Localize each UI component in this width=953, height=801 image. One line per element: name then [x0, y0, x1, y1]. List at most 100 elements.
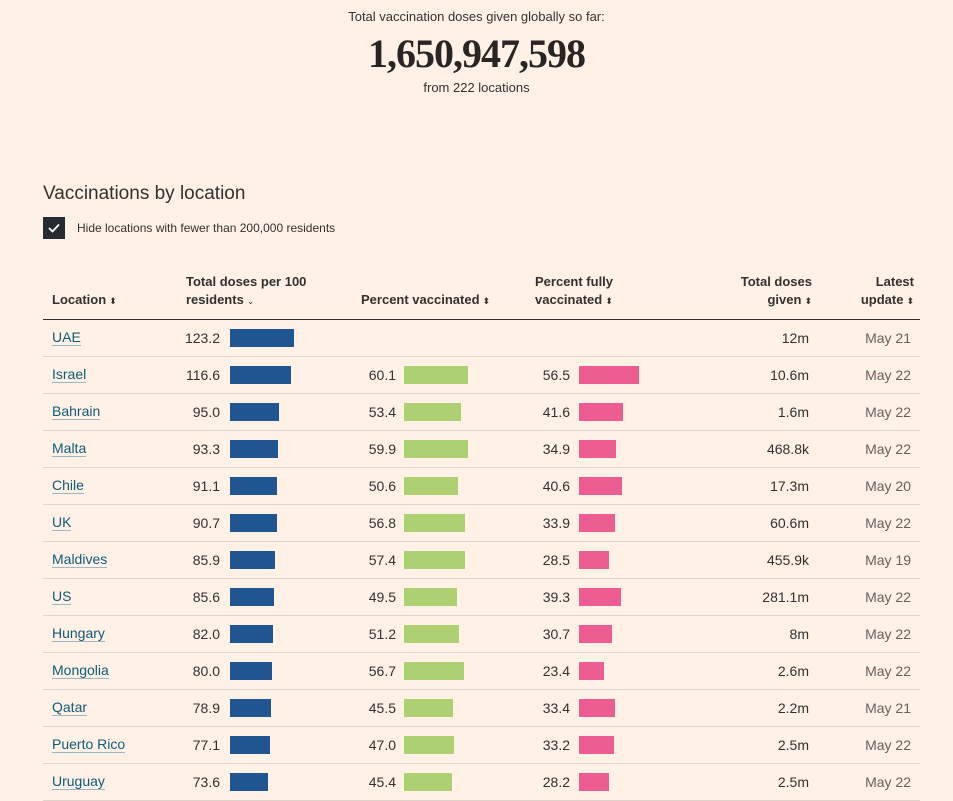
percent-fully-vaccinated-bar — [579, 514, 616, 532]
percent-vaccinated-value: 60.1 — [368, 367, 396, 383]
location-link[interactable]: US — [52, 588, 72, 605]
table-header: Location ⬍ Total doses per 100 residents ⌄… — [43, 268, 920, 320]
latest-update-value: May 22 — [865, 404, 911, 420]
percent-vaccinated-bar — [404, 736, 455, 754]
total-doses-value: 10.6m — [770, 367, 809, 383]
hide-small-locations-checkbox[interactable] — [43, 217, 65, 239]
column-header-label: vaccinated — [535, 292, 603, 307]
percent-vaccinated-value: 56.8 — [368, 515, 396, 531]
total-doses-value: 8m — [789, 626, 809, 642]
location-link[interactable]: Hungary — [52, 625, 105, 642]
latest-update-value: May 22 — [865, 663, 911, 679]
percent-fully-vaccinated-bar — [579, 699, 615, 717]
total-doses-value: 17.3m — [770, 478, 809, 494]
column-header-label: Total doses — [740, 274, 812, 289]
doses-bar — [230, 551, 275, 569]
doses-per-100-value: 91.1 — [192, 478, 220, 494]
doses-per-100-value: 93.3 — [192, 441, 220, 457]
column-header-percent-fully-vaccinated[interactable]: Percent fully vaccinated ⬍ — [535, 273, 613, 310]
table-row: Malta 93.3 59.9 34.9 468.8k May 22 — [43, 431, 920, 468]
percent-vaccinated-value: 51.2 — [368, 626, 396, 642]
table-row: UAE 123.2 12m May 21 — [43, 320, 920, 357]
percent-vaccinated-bar — [404, 662, 465, 680]
location-link[interactable]: Malta — [52, 440, 87, 457]
percent-fully-vaccinated-bar — [579, 662, 604, 680]
percent-fully-vaccinated-bar — [579, 625, 612, 643]
percent-fully-vaccinated-value: 33.4 — [542, 700, 570, 716]
location-link[interactable]: Chile — [52, 477, 84, 494]
latest-update-value: May 22 — [865, 515, 911, 531]
vaccinations-table: Location ⬍ Total doses per 100 residents ⌄… — [43, 268, 920, 801]
percent-fully-vaccinated-value: 40.6 — [542, 478, 570, 494]
percent-vaccinated-bar — [404, 773, 453, 791]
table-row: US 85.6 49.5 39.3 281.1m May 22 — [43, 579, 920, 616]
table-row: Uruguay 73.6 45.4 28.2 2.5m May 22 — [43, 764, 920, 801]
sort-icon: ⬍ — [109, 296, 117, 306]
global-total-label: Total vaccination doses given globally s… — [348, 9, 605, 24]
percent-vaccinated-bar — [404, 588, 457, 606]
total-doses-value: 1.6m — [777, 404, 809, 420]
column-header-latest-update[interactable]: Latest update ⬍ — [861, 273, 914, 310]
checkmark-icon — [48, 223, 60, 233]
percent-vaccinated-bar — [404, 403, 461, 421]
percent-vaccinated-value: 45.5 — [368, 700, 396, 716]
percent-vaccinated-value: 50.6 — [368, 478, 396, 494]
total-doses-value: 60.6m — [770, 515, 809, 531]
percent-vaccinated-value: 59.9 — [368, 441, 396, 457]
column-header-label: given — [767, 292, 802, 307]
column-header-location[interactable]: Location ⬍ — [52, 291, 117, 310]
location-link[interactable]: Uruguay — [52, 773, 105, 790]
location-link[interactable]: UK — [52, 514, 72, 531]
percent-fully-vaccinated-bar — [579, 440, 617, 458]
percent-vaccinated-bar — [404, 514, 465, 532]
percent-fully-vaccinated-value: 33.2 — [542, 737, 570, 753]
table-row: Bahrain 95.0 53.4 41.6 1.6m May 22 — [43, 394, 920, 431]
total-doses-value: 12m — [781, 330, 809, 346]
column-header-total-doses[interactable]: Total doses given ⬍ — [741, 273, 812, 310]
location-link[interactable]: Maldives — [52, 551, 108, 568]
column-header-label: update — [860, 292, 904, 307]
latest-update-value: May 22 — [865, 774, 911, 790]
column-header-doses-per-100[interactable]: Total doses per 100 residents ⌄ — [186, 273, 306, 310]
filter-label: Hide locations with fewer than 200,000 r… — [77, 221, 336, 235]
percent-vaccinated-value: 57.4 — [368, 552, 396, 568]
percent-vaccinated-bar — [404, 477, 458, 495]
doses-bar — [230, 625, 273, 643]
percent-fully-vaccinated-bar — [579, 773, 610, 791]
latest-update-value: May 19 — [865, 552, 911, 568]
doses-bar — [230, 403, 280, 421]
percent-vaccinated-value: 47.0 — [368, 737, 396, 753]
total-doses-value: 2.5m — [777, 737, 809, 753]
location-link[interactable]: Bahrain — [52, 403, 101, 420]
location-link[interactable]: UAE — [52, 329, 81, 346]
global-total-value: 1,650,947,598 — [368, 31, 586, 76]
column-header-label: Location — [52, 292, 107, 307]
latest-update-value: May 21 — [865, 700, 911, 716]
hide-small-locations-filter[interactable]: Hide locations with fewer than 200,000 r… — [43, 217, 335, 239]
doses-per-100-value: 78.9 — [192, 700, 220, 716]
latest-update-value: May 22 — [865, 626, 911, 642]
table-row: UK 90.7 56.8 33.9 60.6m May 22 — [43, 505, 920, 542]
doses-bar — [230, 514, 278, 532]
location-link[interactable]: Israel — [52, 366, 87, 383]
percent-fully-vaccinated-bar — [579, 403, 624, 421]
total-doses-value: 281.1m — [762, 589, 809, 605]
column-header-percent-vaccinated[interactable]: Percent vaccinated ⬍ — [361, 291, 490, 310]
table-body: UAE 123.2 12m May 21 Israel 116.6 60.1 56.5 10.6… — [43, 320, 920, 801]
doses-bar — [230, 477, 278, 495]
doses-per-100-value: 85.6 — [192, 589, 220, 605]
percent-fully-vaccinated-bar — [579, 588, 621, 606]
column-header-label: residents — [186, 292, 244, 307]
percent-vaccinated-value: 49.5 — [368, 589, 396, 605]
percent-fully-vaccinated-value: 28.2 — [542, 774, 570, 790]
doses-per-100-value: 123.2 — [184, 330, 220, 346]
doses-bar — [230, 329, 294, 347]
percent-fully-vaccinated-value: 39.3 — [542, 589, 570, 605]
location-link[interactable]: Qatar — [52, 699, 88, 716]
location-link[interactable]: Puerto Rico — [52, 736, 126, 753]
latest-update-value: May 22 — [865, 589, 911, 605]
percent-vaccinated-bar — [404, 699, 453, 717]
location-link[interactable]: Mongolia — [52, 662, 109, 679]
percent-fully-vaccinated-value: 41.6 — [542, 404, 570, 420]
percent-fully-vaccinated-value: 23.4 — [542, 663, 570, 679]
